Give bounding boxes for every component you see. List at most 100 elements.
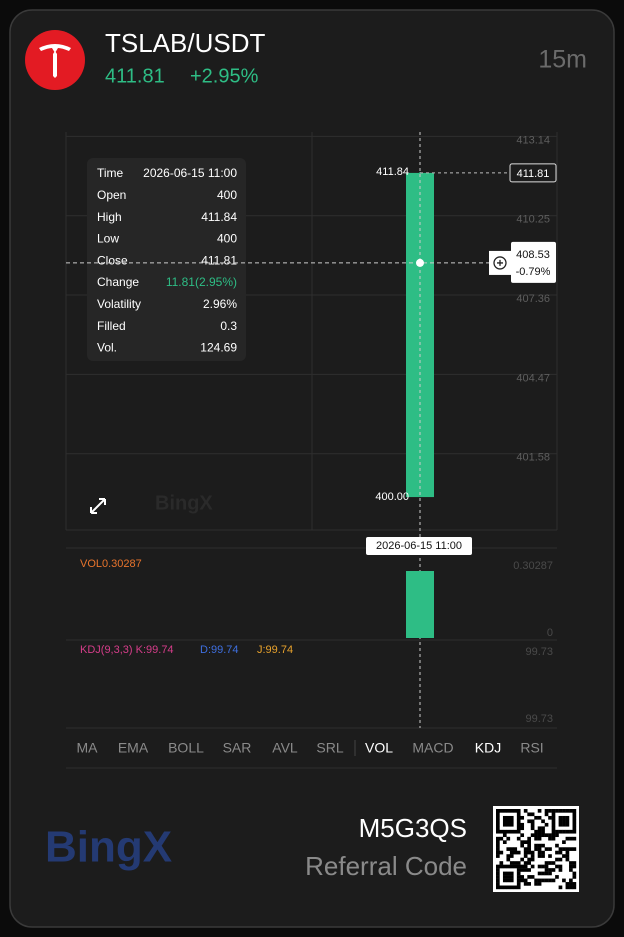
qr-module <box>558 809 563 813</box>
qr-module <box>530 854 535 858</box>
indicator-tab[interactable]: AVL <box>272 740 298 756</box>
qr-module <box>496 836 500 841</box>
qr-module <box>502 864 507 869</box>
qr-module <box>523 878 528 883</box>
qr-module <box>544 878 549 883</box>
crosshair-zoom[interactable] <box>489 250 511 275</box>
qr-module <box>506 864 511 869</box>
indicator-tab[interactable]: BOLL <box>168 740 204 756</box>
volume-bar <box>406 571 434 638</box>
qr-module <box>502 819 507 824</box>
qr-module <box>506 871 511 876</box>
qr-module <box>565 850 570 855</box>
chart-frame <box>65 132 558 769</box>
qr-module <box>502 833 507 838</box>
qr-module <box>541 819 545 824</box>
last-price-box <box>509 163 557 183</box>
qr-module <box>562 822 566 827</box>
qr-module <box>506 829 511 834</box>
tooltip-label: Change <box>97 275 139 289</box>
indicator-tab[interactable]: SRL <box>316 740 343 756</box>
qr-module <box>523 854 528 858</box>
qr-module <box>551 815 556 820</box>
qr-module <box>509 815 514 820</box>
qr-module <box>496 809 500 813</box>
indicator-tab[interactable]: MACD <box>412 740 453 756</box>
qr-module <box>569 868 573 872</box>
volume-tick-label: 0.30287 <box>513 560 553 572</box>
indicator-tab[interactable]: KDJ <box>475 740 501 756</box>
tesla-logo <box>25 30 85 90</box>
low-label: 400.00 <box>375 491 409 503</box>
qr-module <box>499 829 504 834</box>
qr-module <box>548 871 552 876</box>
plot: 411.84 400.00 <box>375 166 434 503</box>
qr-module <box>541 871 545 876</box>
qr-module <box>558 864 563 869</box>
qr-module <box>548 815 552 820</box>
qr-module <box>572 836 577 841</box>
qr-module <box>530 857 535 862</box>
qr-module <box>496 850 500 855</box>
indicator-tab[interactable]: VOL <box>365 740 393 756</box>
qr-module <box>520 864 525 869</box>
qr-module <box>555 875 559 879</box>
indicator-tab[interactable]: SAR <box>223 740 252 756</box>
qr-module <box>569 847 573 851</box>
qr-module <box>548 847 552 851</box>
qr-module <box>523 864 528 869</box>
y-tick-label: 413.14 <box>516 134 550 146</box>
qr-module <box>527 857 531 862</box>
qr-module <box>516 829 521 834</box>
kdj-k: KDJ(9,3,3) K:99.74 <box>80 644 174 656</box>
qr-module <box>527 836 531 841</box>
qr-module <box>530 812 535 817</box>
indicator-tab[interactable]: RSI <box>520 740 543 756</box>
expand-icon[interactable] <box>90 498 106 514</box>
qr-module <box>558 822 563 827</box>
qr-module <box>544 864 549 869</box>
qr-module <box>537 815 542 820</box>
qr-module <box>516 822 521 827</box>
qr-module <box>565 822 570 827</box>
qr-module <box>562 847 566 851</box>
qr-module <box>548 854 552 858</box>
qr-module <box>513 885 518 890</box>
qr-module <box>506 819 511 824</box>
qr-module <box>569 864 573 869</box>
qr-module <box>537 878 542 883</box>
qr-module <box>496 854 500 858</box>
kdj-axis-label: 99.73 <box>525 713 553 725</box>
crosshair-price: 408.53 <box>516 249 550 261</box>
qr-module <box>572 815 577 820</box>
qr-module <box>558 815 563 820</box>
qr-module <box>565 809 570 813</box>
qr-module <box>516 819 521 824</box>
qr-module <box>509 885 514 890</box>
kdj-d: D:99.74 <box>200 644 239 656</box>
qr-module <box>544 822 549 827</box>
crosshair-change: -0.79% <box>516 266 551 278</box>
qr-module <box>520 826 525 831</box>
qr-module <box>537 829 542 834</box>
qr-module <box>527 812 531 817</box>
qr-module <box>509 854 514 858</box>
qr-module <box>541 826 545 831</box>
qr-module <box>565 829 570 834</box>
qr-module <box>558 868 563 872</box>
qr-module <box>555 829 559 834</box>
indicator-tab[interactable]: MA <box>77 740 99 756</box>
qr-module <box>551 836 556 841</box>
tooltip-value: 400 <box>217 188 237 202</box>
qr-module <box>562 878 566 883</box>
qr-module <box>509 850 514 855</box>
interval: 15m <box>538 46 587 74</box>
qr-module <box>496 875 500 879</box>
symbol: TSLAB/USDT <box>105 28 265 58</box>
indicator-tab[interactable]: EMA <box>118 740 149 756</box>
qr-module <box>509 819 514 824</box>
qr-module <box>551 819 556 824</box>
qr-module <box>534 829 538 834</box>
qr-module <box>509 822 514 827</box>
referral-caption: Referral Code <box>305 851 467 881</box>
